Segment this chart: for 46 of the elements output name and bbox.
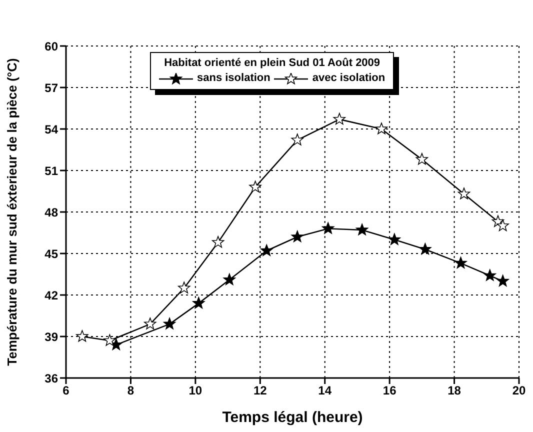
y-tick-label: 42 [44, 288, 58, 302]
x-tick-label: 8 [127, 384, 134, 398]
point [458, 188, 470, 200]
legend-label: sans isolation [197, 71, 270, 86]
point [163, 318, 176, 330]
point [249, 180, 262, 192]
y-tick-label: 36 [44, 371, 58, 386]
point [291, 230, 304, 242]
x-tick-label: 18 [448, 384, 462, 398]
point [484, 269, 496, 281]
point [192, 296, 205, 309]
y-axis-title: Température du mur sud éxterieur de la pièce (°C) [4, 58, 20, 366]
x-tick-label: 20 [512, 384, 526, 398]
point [178, 282, 190, 294]
point [333, 112, 346, 125]
y-tick-label: 45 [44, 246, 58, 261]
y-tick-label: 60 [44, 39, 58, 54]
x-axis-title: Temps légal (heure) [222, 409, 363, 426]
point [375, 122, 388, 134]
point [260, 244, 273, 256]
point [322, 222, 334, 234]
point [454, 256, 467, 268]
y-tick-label: 51 [44, 164, 58, 178]
y-tick-label: 48 [44, 205, 58, 220]
x-tick-label: 16 [382, 384, 397, 398]
y-tick-label: 54 [44, 122, 58, 136]
x-tick-label: 6 [62, 384, 70, 398]
point [419, 242, 432, 255]
point [388, 233, 401, 245]
point [212, 236, 224, 248]
x-tick-label: 10 [188, 384, 202, 398]
point [356, 224, 368, 236]
point [223, 273, 236, 286]
point [416, 153, 428, 165]
point [104, 334, 116, 346]
point [496, 274, 509, 286]
x-tick-label: 14 [318, 384, 332, 398]
point [76, 330, 88, 342]
point [291, 134, 304, 146]
legend-title: Habitat orienté en plein Sud 01 Août 2009 [163, 56, 382, 71]
point [144, 318, 156, 330]
y-tick-label: 39 [44, 330, 58, 344]
y-tick-label: 57 [44, 80, 58, 95]
point [496, 219, 509, 232]
x-tick-label: 12 [253, 384, 268, 398]
legend-label: avec isolation [312, 71, 386, 86]
